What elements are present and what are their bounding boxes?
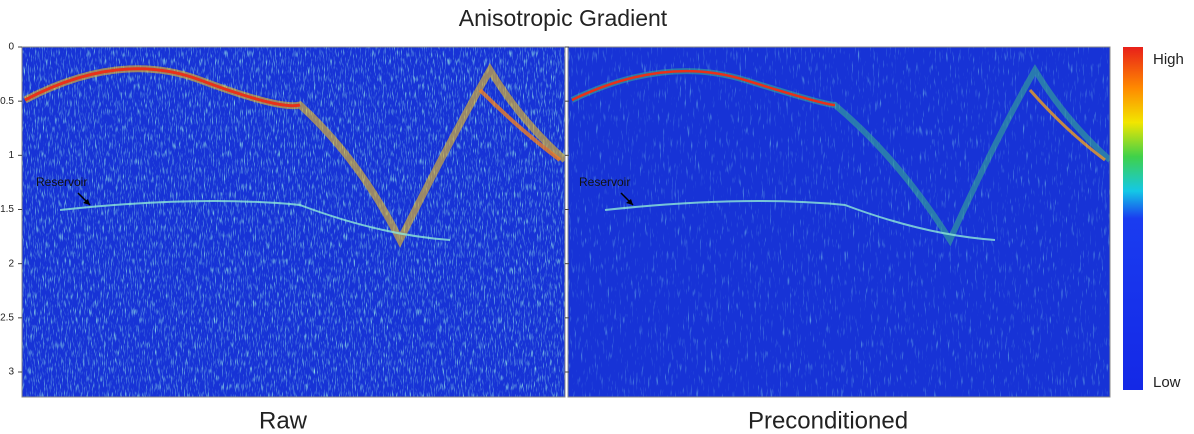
- panel-label: Raw: [259, 407, 308, 434]
- arrowhead: [83, 199, 90, 205]
- title: Anisotropic Gradient: [459, 5, 668, 31]
- y-tick-label: 0.5: [0, 96, 14, 107]
- y-tick-label: 1.5: [0, 204, 14, 215]
- colorbar-high: High: [1153, 51, 1184, 68]
- raw-section: [22, 47, 565, 397]
- colorbar-low: Low: [1153, 374, 1181, 391]
- annotation: Reservoir: [579, 175, 630, 189]
- y-tick-label: 2: [8, 258, 14, 269]
- annotation: Reservoir: [36, 175, 87, 189]
- arrowhead: [626, 199, 633, 205]
- preconditioned-section: [568, 47, 1110, 397]
- panel-label: Preconditioned: [748, 407, 908, 434]
- y-tick-label: 2.5: [0, 312, 14, 323]
- colorbar: [1123, 47, 1143, 390]
- y-tick-label: 1: [8, 150, 14, 161]
- y-tick-label: 0: [8, 42, 14, 53]
- y-tick-label: 3: [8, 367, 14, 378]
